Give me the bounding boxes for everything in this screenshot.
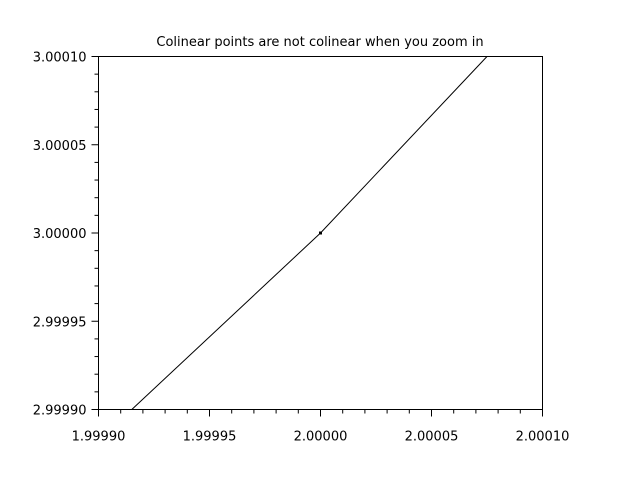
y-tick-label: 2.99990 <box>33 404 87 419</box>
plot-frame <box>98 56 543 410</box>
data-point-marker <box>319 231 322 235</box>
y-tick-label: 2.99995 <box>33 315 87 330</box>
y-tick-label: 3.00005 <box>33 139 87 154</box>
x-tick-label: 1.99995 <box>183 430 237 445</box>
chart-title: Colinear points are not colinear when yo… <box>156 35 483 50</box>
x-tick-label: 2.00005 <box>405 430 459 445</box>
y-tick-label: 3.00000 <box>33 227 87 242</box>
x-tick-label: 1.99990 <box>72 430 126 445</box>
x-tick-label: 2.00000 <box>294 430 348 445</box>
y-tick-label: 3.00010 <box>33 51 87 66</box>
series-line <box>131 56 488 410</box>
x-tick-label: 2.00010 <box>516 430 570 445</box>
